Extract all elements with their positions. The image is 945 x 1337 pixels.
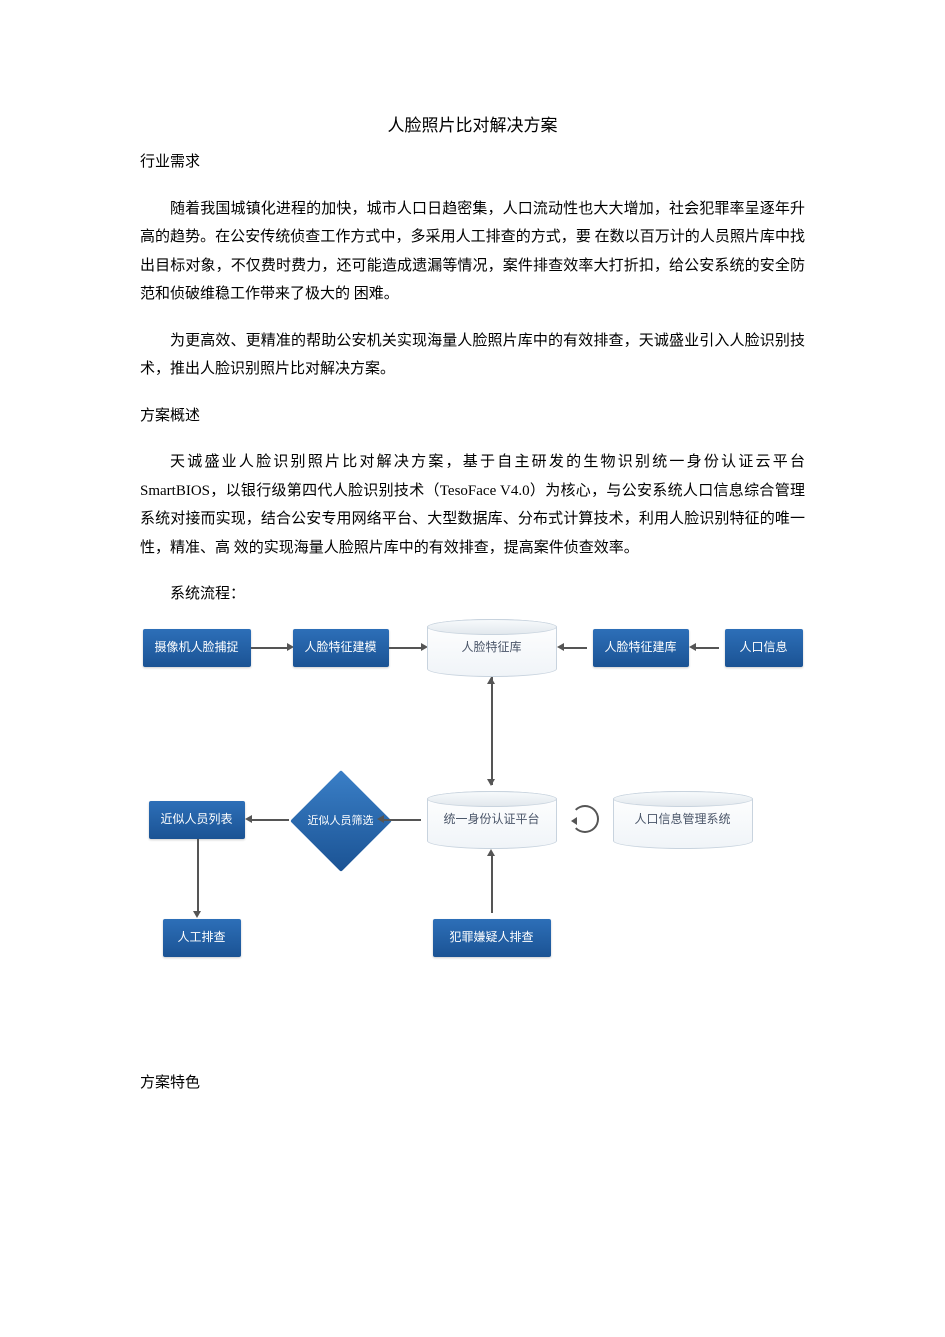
- arrowhead: [193, 911, 201, 918]
- arrowhead: [487, 677, 495, 684]
- edge: [251, 819, 289, 821]
- arrowhead: [377, 815, 384, 823]
- node-label: 统一身份认证平台: [443, 808, 539, 831]
- heading-overview: 方案概述: [140, 402, 805, 431]
- para-1: 随着我国城镇化进程的加快，城市人口日趋密集，人口流动性也大大增加，社会犯罪率呈逐…: [140, 195, 805, 309]
- edge: [491, 855, 493, 913]
- node-feature-model: 人脸特征建模: [293, 629, 389, 667]
- arrowhead: [245, 815, 252, 823]
- arrowhead: [689, 643, 696, 651]
- edge: [491, 677, 493, 785]
- page-title: 人脸照片比对解决方案: [140, 110, 805, 142]
- edge: [563, 647, 587, 649]
- node-manual-check: 人工排查: [163, 919, 241, 957]
- node-similar-list: 近似人员列表: [149, 801, 245, 839]
- node-id-platform: 统一身份认证平台: [427, 791, 557, 849]
- node-feature-build: 人脸特征建库: [593, 629, 689, 667]
- heading-features: 方案特色: [140, 1069, 805, 1098]
- system-flowchart: 摄像机人脸捕捉 人脸特征建模 人脸特征库 人脸特征建库 人口信息 近似人员列表 …: [143, 619, 803, 1009]
- para-3: 天诚盛业人脸识别照片比对解决方案，基于自主研发的生物识别统一身份认证云平台 Sm…: [140, 448, 805, 562]
- node-label: 人口信息管理系统: [634, 808, 730, 831]
- node-feature-db: 人脸特征库: [427, 619, 557, 677]
- arrowhead: [487, 779, 495, 786]
- arrowhead: [557, 643, 564, 651]
- label-system-flow: 系统流程：: [140, 580, 805, 609]
- node-label: 人脸特征库: [461, 636, 521, 659]
- node-camera-capture: 摄像机人脸捕捉: [143, 629, 251, 667]
- loop-icon: [571, 805, 599, 833]
- node-pop-info: 人口信息: [725, 629, 803, 667]
- edge: [251, 647, 287, 649]
- node-pop-info-sys: 人口信息管理系统: [613, 791, 753, 849]
- heading-industry-demand: 行业需求: [140, 148, 805, 177]
- edge: [695, 647, 719, 649]
- arrowhead: [487, 849, 495, 856]
- edge: [383, 819, 421, 821]
- para-2: 为更高效、更精准的帮助公安机关实现海量人脸照片库中的有效排查，天诚盛业引入人脸识…: [140, 327, 805, 384]
- node-suspect-check: 犯罪嫌疑人排查: [433, 919, 551, 957]
- edge: [389, 647, 421, 649]
- edge: [197, 839, 199, 913]
